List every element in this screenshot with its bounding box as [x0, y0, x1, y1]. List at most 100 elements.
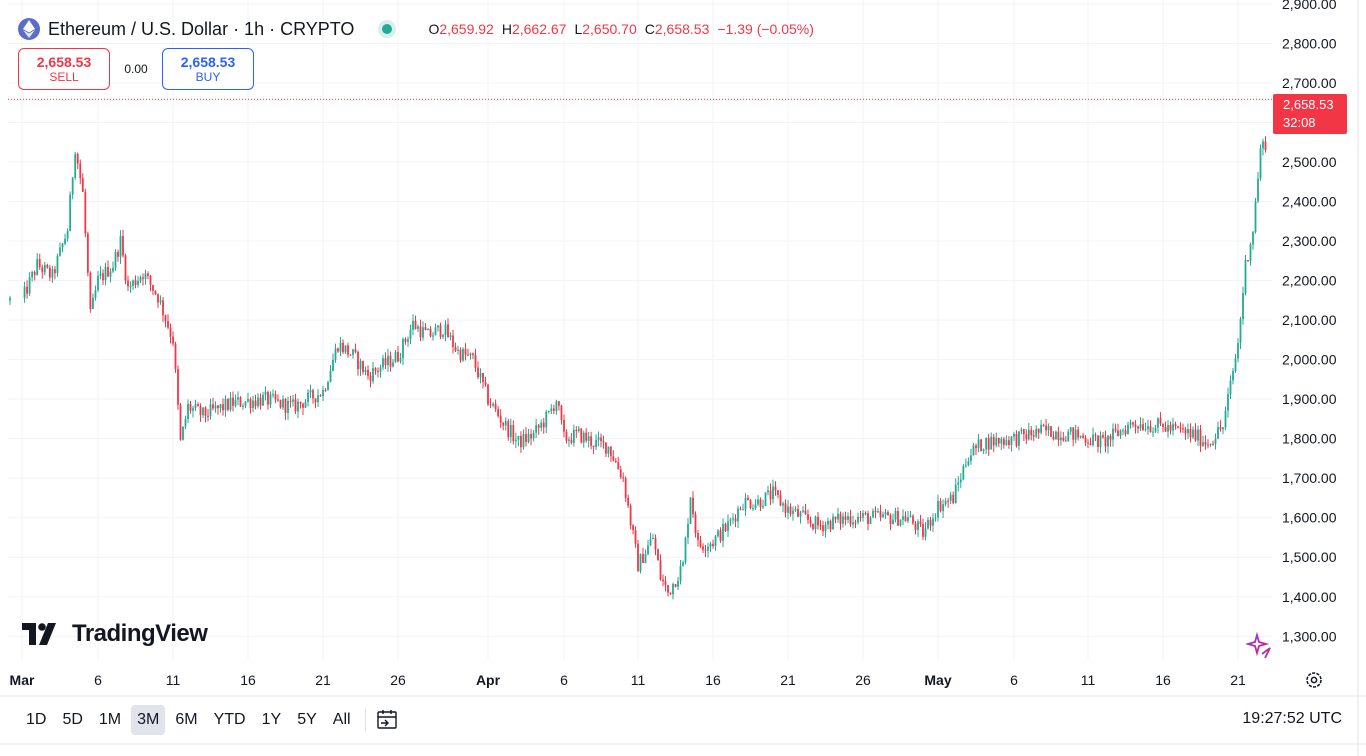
- candle-up: [1005, 440, 1008, 446]
- time-tick-label: 21: [315, 672, 331, 688]
- candle-up: [1127, 424, 1129, 434]
- candle-up: [309, 390, 312, 393]
- candle-down: [1087, 442, 1089, 444]
- candle-down: [1057, 431, 1060, 441]
- candle-down: [542, 422, 545, 428]
- candle-up: [550, 408, 553, 412]
- ethereum-logo-icon: [18, 18, 40, 40]
- candle-down: [1247, 260, 1249, 262]
- candle-up: [329, 370, 332, 382]
- sell-label: SELL: [49, 70, 79, 84]
- candle-up: [1154, 427, 1157, 432]
- candle-up: [1055, 431, 1057, 440]
- candle-down: [1022, 429, 1025, 435]
- candle-up: [687, 523, 689, 538]
- candle-down: [167, 321, 169, 328]
- candle-down: [664, 581, 667, 586]
- tradingview-logo[interactable]: TradingView: [22, 620, 208, 648]
- trade-panel: 2,658.53 SELL 0.00 2,658.53 BUY: [18, 48, 254, 90]
- candle-down: [997, 437, 1000, 444]
- candle-down: [699, 539, 702, 547]
- timeframe-5d[interactable]: 5D: [62, 711, 83, 728]
- candle-up: [722, 524, 724, 541]
- candle-down: [739, 508, 742, 510]
- candle-up: [1224, 410, 1227, 428]
- candle-down: [912, 515, 914, 524]
- candle-down: [697, 533, 699, 540]
- candle-up: [837, 513, 839, 520]
- candle-up: [97, 275, 99, 291]
- candle-up: [387, 355, 389, 366]
- sell-button[interactable]: 2,658.53 SELL: [18, 48, 110, 90]
- candle-down: [38, 258, 41, 268]
- candle-up: [192, 408, 194, 411]
- candle-up: [639, 553, 642, 572]
- candle-up: [504, 420, 507, 426]
- spread-value: 0.00: [124, 62, 148, 76]
- candle-down: [619, 469, 622, 478]
- candle-up: [1119, 430, 1122, 436]
- candle-down: [342, 342, 344, 353]
- candle-up: [1232, 370, 1234, 381]
- buy-button[interactable]: 2,658.53 BUY: [162, 48, 254, 90]
- candle-down: [874, 510, 877, 513]
- candle-down: [314, 398, 317, 403]
- candle-down: [207, 415, 209, 417]
- candle-up: [327, 381, 329, 391]
- candle-down: [179, 404, 182, 440]
- candle-down: [1212, 443, 1214, 445]
- candle-down: [369, 375, 372, 382]
- candle-down: [429, 328, 432, 337]
- timeframe-5y[interactable]: 5Y: [297, 711, 317, 728]
- candle-down: [879, 511, 882, 518]
- candle-up: [332, 359, 334, 371]
- candle-up: [412, 320, 414, 330]
- candle-down: [1037, 428, 1040, 433]
- candle-up: [56, 255, 59, 274]
- candle-up: [444, 324, 447, 335]
- candle-up: [737, 508, 739, 522]
- timeframe-ytd[interactable]: YTD: [213, 711, 246, 728]
- candle-up: [882, 514, 884, 518]
- candle-down: [919, 521, 922, 524]
- timeframe-1m[interactable]: 1M: [98, 711, 122, 728]
- candle-up: [684, 537, 687, 563]
- date-range-icon[interactable]: [374, 708, 400, 732]
- candle-down: [284, 398, 287, 413]
- timeframe-3m[interactable]: 3M: [131, 705, 166, 735]
- utc-clock[interactable]: 19:27:52 UTC: [1242, 710, 1342, 727]
- candle-up: [995, 437, 998, 446]
- candle-down: [232, 397, 234, 406]
- last-price-value: 2,658.53: [1283, 97, 1334, 112]
- candle-down: [520, 435, 522, 448]
- settings-icon[interactable]: [1304, 670, 1324, 690]
- candle-up: [282, 398, 284, 408]
- candle-up: [1040, 424, 1043, 433]
- candle-up: [709, 543, 712, 547]
- candle-up: [1222, 427, 1224, 430]
- tradingview-logo-icon: [22, 623, 56, 645]
- timeframe-1d[interactable]: 1D: [26, 711, 47, 728]
- candle-up: [917, 521, 919, 531]
- candle-up: [902, 516, 904, 520]
- candle-down: [864, 513, 867, 515]
- candle-up: [479, 373, 482, 378]
- candle-up: [297, 401, 299, 412]
- candle-up: [647, 545, 649, 555]
- candle-up: [427, 328, 429, 331]
- candle-down: [1097, 435, 1099, 448]
- symbol-title[interactable]: Ethereum / U.S. Dollar · 1h · CRYPTO: [48, 18, 355, 39]
- candle-up: [714, 536, 717, 547]
- chart-grid: [8, 0, 1272, 660]
- ai-sparkle-icon[interactable]: [1246, 632, 1274, 660]
- timeframe-all[interactable]: All: [332, 711, 351, 728]
- market-open-dot-icon[interactable]: [382, 24, 393, 34]
- candle-up: [209, 404, 212, 417]
- timeframe-1y[interactable]: 1Y: [261, 711, 282, 728]
- candle-up: [292, 399, 294, 402]
- candle-down: [337, 348, 339, 352]
- timeframe-6m[interactable]: 6M: [175, 711, 198, 728]
- candle-up: [224, 398, 227, 411]
- candle-down: [499, 415, 502, 423]
- candle-up: [9, 297, 11, 301]
